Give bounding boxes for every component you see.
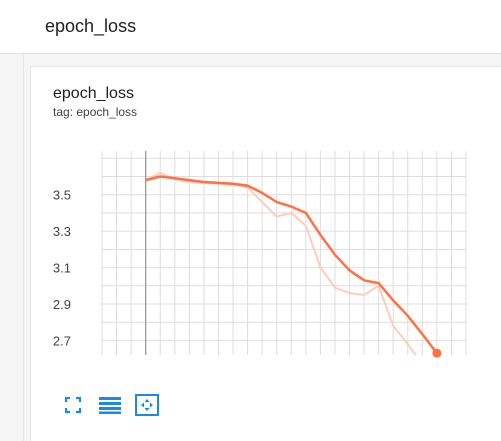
series-layer — [145, 171, 442, 358]
x-tick-label: 6 — [229, 365, 236, 367]
run-group-header[interactable]: epoch_loss — [0, 0, 501, 54]
x-tick-label: 4 — [200, 365, 207, 367]
chart-card: epoch_loss tag: epoch_loss 0 2 4 6 8 10 12 14 16… — [30, 66, 501, 441]
y-tick-label: 3.5 — [53, 188, 71, 203]
x-tick-label: 2 — [171, 365, 178, 367]
x-tick-label: 10 — [284, 365, 298, 367]
fit-domain-button[interactable] — [135, 393, 159, 417]
chart-toolbar — [61, 393, 172, 417]
fit-domain-icon — [135, 394, 159, 416]
x-tick-label: 8 — [259, 365, 266, 367]
x-tick-label: 18 — [401, 365, 415, 367]
x-tick-label: 0 — [142, 365, 149, 367]
last-point-marker — [432, 348, 442, 358]
chart-tag: tag: epoch_loss — [53, 105, 138, 119]
x-tick-label: 16 — [371, 365, 385, 367]
x-tick-label: 12 — [313, 365, 327, 367]
tick-labels: 0 2 4 6 8 10 12 14 16 18 20 2.7 2.9 3.1 3.3 3.5 — [53, 188, 444, 367]
raw-loss-line — [145, 171, 417, 355]
toggle-log-scale-button[interactable] — [98, 393, 122, 417]
chart-title: epoch_loss — [53, 85, 134, 102]
x-tick-label: 14 — [342, 365, 356, 367]
y-tick-label: 2.7 — [53, 333, 71, 348]
smoothed-loss-line — [145, 175, 438, 354]
loss-chart[interactable]: 0 2 4 6 8 10 12 14 16 18 20 2.7 2.9 3.1 3.3 3.5 — [31, 67, 501, 367]
fullscreen-button[interactable] — [61, 393, 85, 417]
y-tick-label: 2.9 — [53, 297, 71, 312]
fullscreen-icon — [64, 396, 82, 414]
grid-lines — [101, 151, 467, 355]
group-title: epoch_loss — [45, 16, 137, 36]
x-tick-label: 20 — [430, 365, 444, 367]
y-tick-label: 3.3 — [53, 224, 71, 239]
y-tick-label: 3.1 — [53, 261, 71, 276]
left-panel-edge — [0, 0, 24, 441]
toggle-log-scale-icon — [99, 397, 121, 414]
